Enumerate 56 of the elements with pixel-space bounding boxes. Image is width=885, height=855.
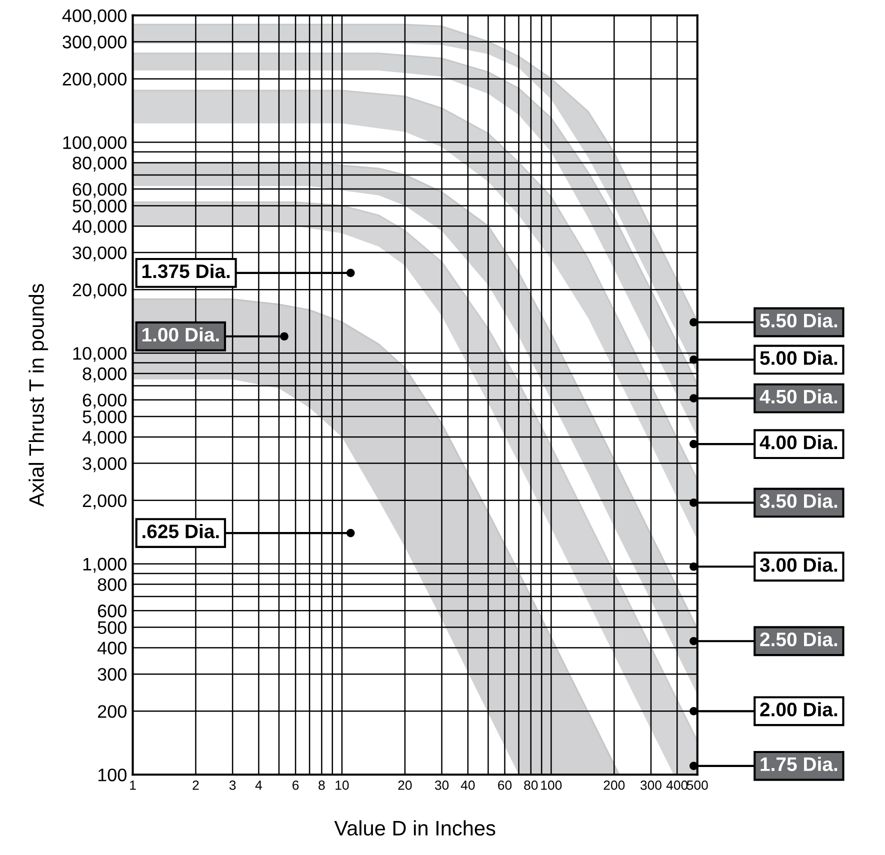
x-tick-label: 100 [541, 780, 562, 790]
annotation: 4.00 Dia. [760, 435, 838, 450]
y-tick-label: 60,000 [72, 182, 126, 198]
annotation: 1.00 Dia. [142, 327, 219, 342]
x-tick-label: 300 [640, 780, 662, 790]
x-tick-label: 30 [434, 780, 449, 790]
x-tick-label: 2 [192, 780, 199, 790]
y-tick-label: 100 [98, 768, 126, 782]
x-tick-label: 20 [398, 780, 412, 790]
y-tick-label: 200,000 [62, 72, 126, 88]
y-tick-label: 4,000 [82, 430, 126, 446]
y-tick-label: 6,000 [82, 394, 126, 409]
y-axis-title: Axial Thrust T in pounds [28, 284, 48, 507]
x-tick-label: 6 [292, 780, 299, 790]
y-tick-label: 600 [98, 604, 126, 618]
y-tick-label: 80,000 [72, 156, 126, 172]
y-tick-label: 2,000 [82, 494, 126, 510]
x-tick-label: 500 [686, 780, 708, 790]
y-tick-label: 5,000 [82, 410, 126, 426]
y-tick-label: 1,000 [83, 558, 126, 573]
x-axis-title: Value D in Inches [334, 820, 496, 836]
annotation: .625 Dia. [142, 524, 219, 538]
y-tick-label: 20,000 [72, 284, 126, 298]
y-tick-label: 30,000 [72, 246, 126, 262]
y-tick-label: 200 [98, 705, 126, 718]
annotation: 1.375 Dia. [142, 264, 230, 278]
annotation: 5.00 Dia. [760, 350, 838, 365]
x-tick-label: 60 [498, 780, 512, 790]
x-tick-label: 40 [460, 780, 475, 790]
annotation: 1.75 Dia. [760, 756, 838, 772]
annotation: 4.50 Dia. [760, 389, 838, 404]
x-tick-label: 80 [524, 780, 538, 790]
annotation: 2.00 Dia. [760, 702, 838, 716]
x-tick-label: 200 [604, 780, 625, 790]
y-tick-label: 300,000 [62, 36, 126, 51]
annotation: 5.50 Dia. [760, 313, 838, 328]
x-tick-label: 3 [229, 780, 236, 790]
annotation: 3.50 Dia. [760, 494, 838, 508]
y-tick-label: 100,000 [63, 136, 126, 152]
y-tick-label: 800 [98, 578, 126, 591]
y-tick-label: 400 [97, 642, 126, 654]
y-tick-label: 500 [98, 621, 126, 634]
x-tick-label: 1 [130, 780, 136, 790]
x-tick-label: 10 [336, 780, 349, 790]
x-tick-label: 4 [255, 780, 262, 790]
y-tick-label: 300 [98, 668, 126, 681]
x-tick-label: 8 [318, 780, 325, 790]
y-tick-label: 400,000 [62, 9, 126, 24]
x-tick-label: 400 [666, 780, 688, 790]
annotation: 2.50 Dia. [760, 632, 838, 646]
y-tick-label: 8,000 [82, 367, 126, 382]
y-tick-label: 50,000 [72, 200, 126, 215]
y-tick-label: 40,000 [72, 220, 126, 236]
y-tick-label: 3,000 [82, 457, 126, 472]
annotation: 3.00 Dia. [760, 558, 838, 572]
y-tick-label: 10,000 [73, 347, 126, 362]
